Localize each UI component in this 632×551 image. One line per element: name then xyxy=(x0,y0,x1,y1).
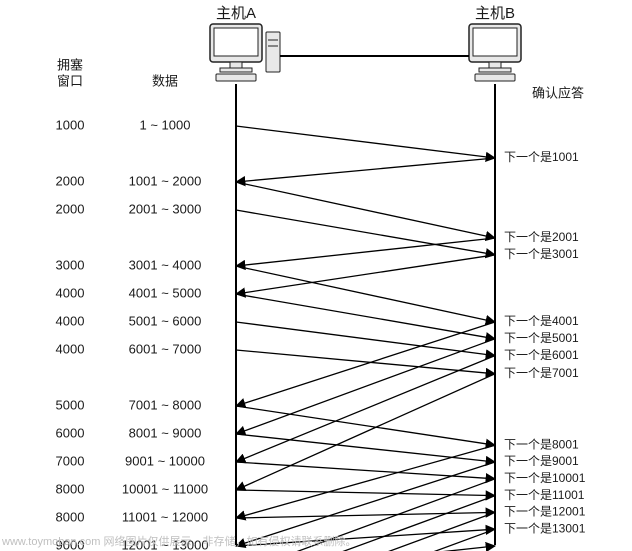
ack-arrow xyxy=(236,322,495,406)
ack-label: 下一个是1001 xyxy=(504,150,579,164)
send-arrow xyxy=(236,434,495,462)
send-arrow xyxy=(236,182,495,238)
svg-text:数据: 数据 xyxy=(152,73,178,88)
ack-arrow xyxy=(236,374,495,490)
cwnd-value: 4000 xyxy=(56,285,85,300)
ack-arrow xyxy=(236,238,495,266)
svg-text:拥塞: 拥塞 xyxy=(57,57,83,72)
ack-label: 下一个是9001 xyxy=(504,454,579,468)
data-range: 1 ~ 1000 xyxy=(140,117,191,132)
data-range: 11001 ~ 12000 xyxy=(122,509,208,524)
data-range: 6001 ~ 7000 xyxy=(129,341,202,356)
data-range: 5001 ~ 6000 xyxy=(129,313,202,328)
send-arrow xyxy=(236,210,495,255)
cwnd-value: 5000 xyxy=(56,397,85,412)
cwnd-value: 3000 xyxy=(56,257,85,272)
ack-label: 下一个是10001 xyxy=(504,471,586,485)
ack-label: 下一个是11001 xyxy=(504,488,585,502)
ack-label: 下一个是5001 xyxy=(504,331,579,345)
ack-arrow xyxy=(236,445,495,518)
host-b-label: 主机B xyxy=(475,5,515,22)
ack-label: 下一个是7001 xyxy=(504,366,579,380)
ack-label: 下一个是8001 xyxy=(504,437,579,451)
data-range: 3001 ~ 4000 xyxy=(129,257,202,272)
cwnd-value: 1000 xyxy=(56,117,85,132)
cwnd-value: 4000 xyxy=(56,341,85,356)
send-arrow xyxy=(236,126,495,158)
ack-label: 下一个是6001 xyxy=(504,348,579,362)
host-a-label: 主机A xyxy=(216,5,256,22)
cwnd-value: 7000 xyxy=(56,453,85,468)
ack-label: 下一个是4001 xyxy=(504,314,579,328)
send-arrow xyxy=(236,294,495,339)
svg-text:确认应答: 确认应答 xyxy=(532,85,584,100)
send-arrow xyxy=(236,406,495,445)
data-range: 10001 ~ 11000 xyxy=(122,481,208,496)
cwnd-value: 8000 xyxy=(56,481,85,496)
send-arrow xyxy=(236,322,495,356)
data-range: 4001 ~ 5000 xyxy=(129,285,202,300)
ack-label: 下一个是13001 xyxy=(504,521,586,535)
send-arrow xyxy=(236,512,495,518)
ack-arrow xyxy=(236,356,495,462)
data-range: 7001 ~ 8000 xyxy=(129,397,202,412)
data-range: 1001 ~ 2000 xyxy=(129,173,202,188)
cwnd-value: 8000 xyxy=(56,509,85,524)
ack-arrow xyxy=(236,158,495,182)
ack-label: 下一个是3001 xyxy=(504,247,579,261)
send-arrow xyxy=(236,462,495,479)
data-range: 2001 ~ 3000 xyxy=(129,201,202,216)
cwnd-value: 6000 xyxy=(56,425,85,440)
data-range: 9001 ~ 10000 xyxy=(125,453,205,468)
data-range: 8001 ~ 9000 xyxy=(129,425,202,440)
svg-text:窗口: 窗口 xyxy=(57,73,83,88)
ack-label: 下一个是12001 xyxy=(504,505,586,519)
cwnd-value: 2000 xyxy=(56,201,85,216)
tcp-slow-start-diagram: 主机A 主机B 拥塞窗口 数据确认应答 1000 2000 2000 3000 4000 4000… xyxy=(0,0,632,551)
ack-label: 下一个是2001 xyxy=(504,230,579,244)
cwnd-value: 4000 xyxy=(56,313,85,328)
watermark-text: www.toymoban.com 网络图片仅供展示，非存储，如有侵权请联系删除。 xyxy=(2,533,356,549)
cwnd-value: 2000 xyxy=(56,173,85,188)
